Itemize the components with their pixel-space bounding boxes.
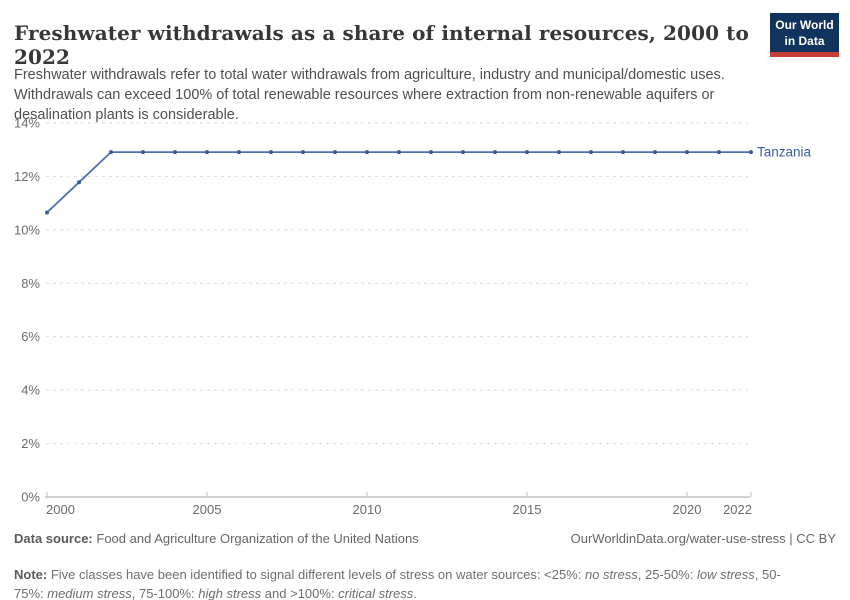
chart-title: Freshwater withdrawals as a share of int… <box>14 21 749 70</box>
data-source-label: Data source: <box>14 531 93 546</box>
series-line-tanzania[interactable] <box>46 151 751 214</box>
x-tick-label-2005: 2005 <box>193 502 222 517</box>
data-point-2013[interactable] <box>461 150 465 155</box>
y-tick-label-12: 12% <box>14 169 40 184</box>
data-point-2001[interactable] <box>77 180 81 185</box>
y-tick-label-6: 6% <box>21 329 40 344</box>
chart-subtitle: Freshwater withdrawals refer to total wa… <box>14 66 725 124</box>
x-tick-label-2022: 2022 <box>723 502 752 517</box>
data-point-2005[interactable] <box>205 150 209 155</box>
note-text: . <box>413 585 417 600</box>
data-point-2002[interactable] <box>109 150 113 155</box>
data-point-2022[interactable] <box>749 150 753 155</box>
data-point-2018[interactable] <box>621 150 625 155</box>
data-point-2017[interactable] <box>589 150 593 155</box>
note-stress-class: medium stress <box>47 585 132 600</box>
y-tick-label-14: 14% <box>14 116 40 131</box>
chart-footer: Data source: Food and Agriculture Organi… <box>14 531 836 546</box>
data-point-2020[interactable] <box>685 150 689 155</box>
y-tick-label-4: 4% <box>21 383 40 398</box>
note-stress-class: no stress <box>584 567 638 582</box>
data-source-text: Food and Agriculture Organization of the… <box>96 531 419 546</box>
canonical-link[interactable]: OurWorldinData.org/water-use-stress | CC… <box>570 531 836 546</box>
data-point-2019[interactable] <box>653 150 657 155</box>
data-point-2010[interactable] <box>365 150 369 155</box>
data-point-2021[interactable] <box>717 150 721 155</box>
data-point-2011[interactable] <box>397 150 401 155</box>
y-tick-label-8: 8% <box>21 276 40 291</box>
data-point-2003[interactable] <box>141 150 145 155</box>
x-tick-label-2015: 2015 <box>513 502 542 517</box>
note-text: and >100%: <box>261 585 339 600</box>
y-tick-label-2: 2% <box>21 436 40 451</box>
data-point-2000[interactable] <box>45 210 49 215</box>
data-source: Data source: Food and Agriculture Organi… <box>14 531 419 546</box>
note-stress-class: low stress <box>697 567 755 582</box>
y-tick-label-0: 0% <box>21 490 40 505</box>
note-label: Note: <box>14 567 48 582</box>
line-chart: 0% 2% 4% 6% 8% 10% 12% 14% 2000 2005 2010 2015 2020 2… <box>14 116 812 517</box>
note-text: , 50-75%: <box>14 567 781 600</box>
owid-logo[interactable]: Our World in Data <box>770 13 839 58</box>
data-point-2007[interactable] <box>269 150 273 155</box>
note-text: , 75-100%: <box>131 585 199 600</box>
data-point-2012[interactable] <box>429 150 433 155</box>
note-text: Five classes have been identified to sig… <box>50 567 585 582</box>
note-stress-class: critical stress <box>338 585 414 600</box>
data-point-2009[interactable] <box>333 150 337 155</box>
data-point-2014[interactable] <box>493 150 497 155</box>
chart-note: Note: Five classes have been identified … <box>14 566 782 600</box>
x-tick-label-2010: 2010 <box>353 502 382 517</box>
x-tick-label-2020: 2020 <box>673 502 702 517</box>
note-text: , 25-50%: <box>637 567 697 582</box>
data-point-2016[interactable] <box>557 150 561 155</box>
owid-logo-line1: Our World <box>775 18 834 32</box>
x-tick-label-2000: 2000 <box>46 502 75 517</box>
data-point-2006[interactable] <box>237 150 241 155</box>
note-body: Five classes have been identified to sig… <box>14 567 781 600</box>
data-point-2015[interactable] <box>525 150 529 155</box>
data-point-2008[interactable] <box>301 150 305 155</box>
entity-label-tanzania[interactable]: Tanzania <box>757 145 812 160</box>
y-tick-label-10: 10% <box>14 222 40 237</box>
owid-logo-line2: in Data <box>784 33 825 48</box>
note-stress-class: high stress <box>198 585 262 600</box>
data-point-2004[interactable] <box>173 150 177 155</box>
